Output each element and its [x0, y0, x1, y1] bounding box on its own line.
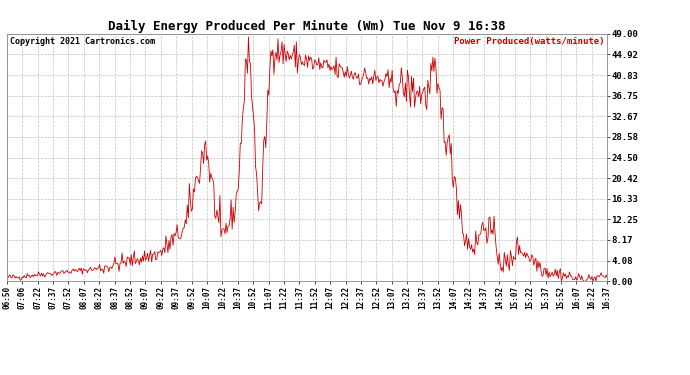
Text: Power Produced(watts/minute): Power Produced(watts/minute) — [454, 38, 604, 46]
Title: Daily Energy Produced Per Minute (Wm) Tue Nov 9 16:38: Daily Energy Produced Per Minute (Wm) Tu… — [108, 20, 506, 33]
Text: Copyright 2021 Cartronics.com: Copyright 2021 Cartronics.com — [10, 38, 155, 46]
